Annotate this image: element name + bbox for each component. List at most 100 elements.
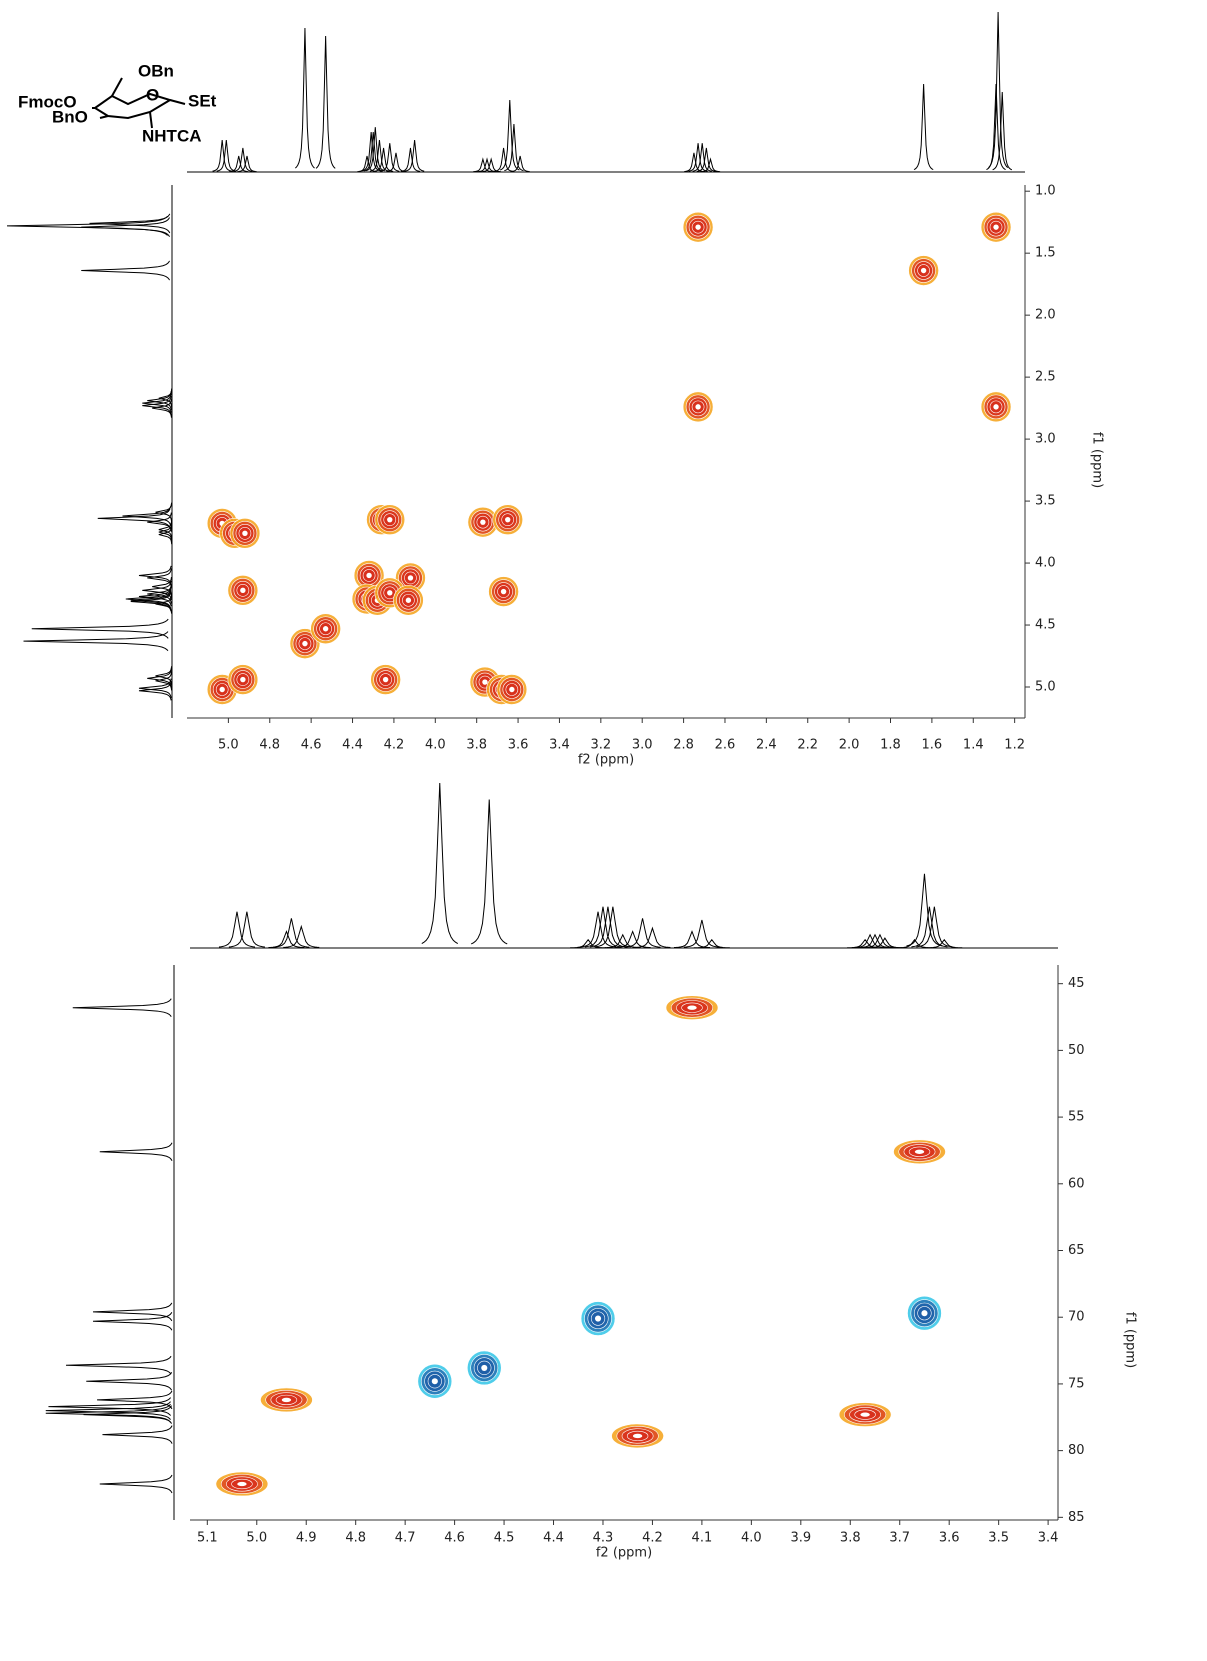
projection-peak: [97, 508, 171, 529]
y-tick-label: 1.5: [1035, 246, 1056, 261]
projection-peak: [45, 1401, 171, 1420]
x-tick-label: 3.9: [790, 1531, 811, 1546]
projection-peak: [357, 155, 377, 173]
x-tick-label: 3.7: [889, 1531, 910, 1546]
projection-peak: [911, 906, 948, 948]
y-tick-label: 85: [1068, 1510, 1085, 1525]
peak: [242, 530, 248, 537]
peak: [237, 1481, 247, 1487]
x-tick-label: 4.2: [384, 738, 405, 753]
y-tick-label: 80: [1068, 1443, 1085, 1458]
projection-peak: [212, 139, 232, 172]
projection-peak: [237, 155, 257, 173]
structure-label: SEt: [188, 91, 217, 110]
y-tick-label: 55: [1068, 1110, 1085, 1125]
projection-peak: [493, 147, 514, 172]
y-tick-label: 65: [1068, 1243, 1085, 1258]
x-tick-label: 4.8: [259, 738, 280, 753]
x-tick-label: 4.0: [741, 1531, 762, 1546]
y-tick-label: 3.5: [1035, 494, 1056, 509]
cross-peak: [682, 211, 714, 243]
structure-label: FmocO: [18, 92, 77, 111]
x-tick-label: 3.6: [508, 738, 529, 753]
peak: [695, 224, 701, 230]
x-tick-label: 4.4: [342, 738, 363, 753]
projection-peak: [688, 143, 708, 172]
x-tick-label: 4.6: [301, 738, 322, 753]
x-tick-label: 4.6: [444, 1531, 465, 1546]
projection-peak: [913, 83, 934, 171]
x-tick-label: 5.0: [218, 738, 239, 753]
peak: [480, 519, 486, 525]
projection-peak: [315, 35, 336, 169]
peak: [405, 597, 412, 603]
peak: [687, 1005, 697, 1010]
x-tick-label: 1.6: [922, 738, 943, 753]
bond: [111, 77, 123, 97]
projection-peak: [158, 519, 173, 540]
cross-peak: [229, 518, 261, 549]
projection-peak: [122, 506, 172, 526]
projection-peak: [470, 799, 508, 945]
projection-peak: [155, 502, 173, 522]
projection-peak: [906, 873, 943, 947]
x-tick-label: 3.0: [632, 738, 653, 753]
y-tick-label: 4.5: [1035, 618, 1056, 633]
projection-peak: [138, 681, 172, 701]
y-tick-label: 50: [1068, 1043, 1085, 1058]
projection-peak: [683, 919, 720, 948]
projection-peak: [589, 906, 626, 948]
cross-peak: [260, 1387, 313, 1413]
peak: [219, 686, 225, 693]
projection-peak: [142, 395, 172, 416]
y-tick-label: 2.5: [1035, 370, 1056, 385]
y-axis-title: f1 (ppm): [1123, 1312, 1138, 1368]
x-tick-label: 4.5: [494, 1531, 515, 1546]
projection-peak: [83, 1405, 172, 1424]
projection-peak: [72, 998, 172, 1017]
y-tick-label: 45: [1068, 976, 1085, 991]
x-tick-label: 3.5: [988, 1531, 1009, 1546]
projection-peak: [99, 1142, 173, 1162]
structure-label: BnO: [52, 107, 88, 126]
x-tick-label: 4.8: [345, 1531, 366, 1546]
projection-peak: [273, 918, 310, 948]
cross-peak: [682, 391, 714, 423]
projection-peak: [361, 131, 381, 172]
structure-label: NHTCA: [142, 126, 202, 145]
projection-peak: [89, 213, 171, 234]
peak: [387, 516, 393, 523]
projection-peak: [294, 27, 315, 169]
peak: [632, 1433, 643, 1439]
projection-peak: [81, 260, 170, 281]
projection-peak: [92, 1311, 173, 1331]
y-tick-label: 3.0: [1035, 432, 1056, 447]
projection-peak: [499, 99, 520, 171]
cross-peak: [310, 613, 341, 645]
x-axis-title: f2 (ppm): [596, 1546, 652, 1561]
projection-peak: [155, 666, 173, 686]
y-tick-label: 4.0: [1035, 556, 1056, 571]
cross-peak: [665, 995, 719, 1020]
peak: [500, 588, 507, 595]
projection-peak: [102, 1425, 173, 1444]
x-tick-label: 4.2: [642, 1531, 663, 1546]
projection-peak: [614, 930, 651, 949]
projection-peak: [926, 938, 963, 949]
x-tick-label: 3.2: [590, 738, 611, 753]
peak: [382, 676, 389, 683]
projection-peak: [99, 1474, 173, 1494]
bond: [149, 111, 153, 129]
projection-peak: [138, 678, 172, 698]
cross-peak: [580, 1301, 616, 1336]
projection-peak: [916, 906, 953, 948]
y-tick-label: 2.0: [1035, 308, 1056, 323]
projection-peak: [570, 938, 607, 949]
projection-peak: [481, 157, 501, 173]
projection-peak: [579, 911, 617, 948]
cross-peak: [227, 664, 259, 695]
peak: [366, 572, 372, 579]
projection-peak: [510, 155, 530, 173]
projection-peak: [92, 1302, 173, 1322]
